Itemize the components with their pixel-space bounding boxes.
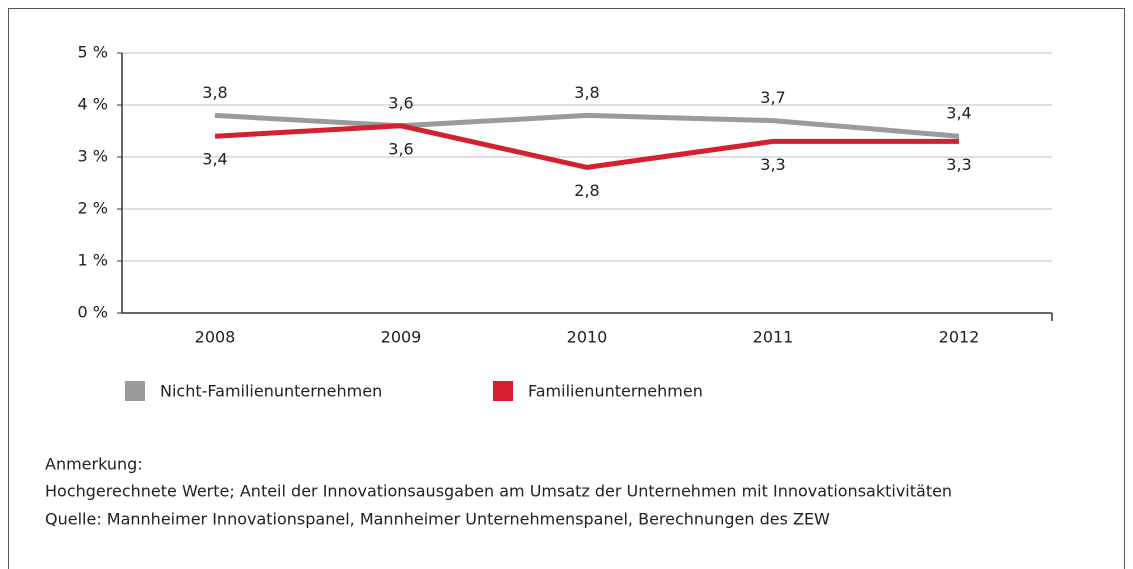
x-tick-label: 2012 xyxy=(939,328,980,347)
legend-swatch xyxy=(493,381,513,401)
line xyxy=(214,112,960,139)
data-label: 3,4 xyxy=(202,150,227,169)
note-title: Anmerkung: xyxy=(45,455,143,474)
data-label: 3,8 xyxy=(202,83,227,102)
data-label: 3,4 xyxy=(946,104,971,123)
y-tick-label: 5 % xyxy=(78,43,108,62)
data-label: 3,6 xyxy=(388,139,413,158)
frame xyxy=(8,8,1125,569)
data-label: 2,8 xyxy=(574,181,599,200)
legend-label: Nicht-Familienunternehmen xyxy=(160,382,382,401)
note-line: Quelle: Mannheimer Innovationspanel, Man… xyxy=(45,510,830,529)
line xyxy=(214,123,959,170)
y-tick-label: 2 % xyxy=(78,199,108,218)
legend-swatch xyxy=(125,381,145,401)
y-tick-label: 1 % xyxy=(78,251,108,270)
legend-label: Familienunternehmen xyxy=(528,382,703,401)
x-tick-label: 2011 xyxy=(753,328,794,347)
note-line: Hochgerechnete Werte; Anteil der Innovat… xyxy=(45,482,952,501)
x-tick-label: 2010 xyxy=(567,328,608,347)
y-tick-label: 3 % xyxy=(78,147,108,166)
y-tick-label: 4 % xyxy=(78,95,108,114)
data-label: 3,3 xyxy=(760,155,785,174)
data-label: 3,3 xyxy=(946,155,971,174)
x-tick-label: 2009 xyxy=(381,328,422,347)
data-label: 3,7 xyxy=(760,88,785,107)
data-label: 3,8 xyxy=(574,83,599,102)
x-tick-label: 2008 xyxy=(195,328,236,347)
y-tick-label: 0 % xyxy=(78,303,108,322)
data-label: 3,6 xyxy=(388,93,413,112)
